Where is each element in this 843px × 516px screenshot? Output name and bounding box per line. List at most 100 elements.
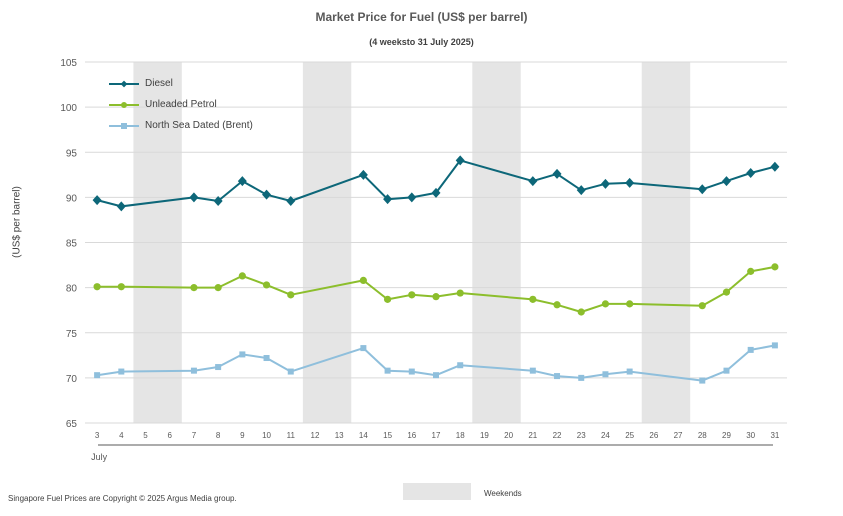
legend-item-diesel: Diesel <box>109 73 253 94</box>
data-point <box>287 291 295 299</box>
x-tick-label: 30 <box>746 431 755 440</box>
x-tick-label: 31 <box>770 431 779 440</box>
y-tick-label: 75 <box>66 329 78 340</box>
data-point <box>697 184 707 195</box>
legend-swatch-brent <box>109 122 139 130</box>
data-point <box>190 367 197 374</box>
x-tick-label: 10 <box>262 431 271 440</box>
x-tick-label: 22 <box>553 431 562 440</box>
legend-item-unleaded-petrol: Unleaded Petrol <box>109 94 253 115</box>
x-tick-label: 4 <box>119 431 124 440</box>
data-point <box>431 187 441 198</box>
data-point <box>238 272 246 280</box>
x-tick-label: 12 <box>311 431 320 440</box>
data-point <box>286 195 296 206</box>
data-point <box>262 189 272 200</box>
data-point <box>554 373 561 380</box>
weekends-legend-swatch <box>403 483 471 500</box>
data-point <box>770 161 780 172</box>
x-tick-label: 27 <box>674 431 683 440</box>
data-point <box>552 168 562 179</box>
data-point <box>116 201 126 212</box>
data-point <box>600 178 610 189</box>
data-point <box>262 281 271 289</box>
data-point <box>529 295 537 303</box>
data-point <box>723 367 730 374</box>
data-point <box>433 372 439 379</box>
y-tick-label: 65 <box>66 419 78 430</box>
data-point <box>746 168 756 179</box>
x-tick-label: 5 <box>143 431 148 440</box>
x-tick-label: 26 <box>649 431 658 440</box>
x-tick-label: 6 <box>167 431 172 440</box>
legend-swatch-diesel <box>109 80 139 88</box>
x-tick-label: 11 <box>287 431 296 440</box>
data-point <box>626 300 634 308</box>
data-point <box>747 346 754 353</box>
data-point <box>237 176 247 187</box>
x-tick-label: 3 <box>95 431 100 440</box>
x-tick-label: 13 <box>335 431 344 440</box>
data-point <box>577 308 585 316</box>
x-tick-label: 18 <box>456 431 465 440</box>
data-point <box>698 302 706 310</box>
data-point <box>118 368 125 375</box>
x-tick-label: 28 <box>698 431 707 440</box>
data-point <box>190 284 198 292</box>
data-point <box>721 176 731 187</box>
data-point <box>456 289 464 297</box>
x-tick-label: 9 <box>240 431 245 440</box>
data-point <box>117 283 125 291</box>
data-point <box>771 263 779 271</box>
y-tick-label: 90 <box>66 193 78 204</box>
x-tick-label: 7 <box>192 431 197 440</box>
data-point <box>529 367 536 374</box>
x-tick-label: 24 <box>601 431 610 440</box>
x-tick-label: 20 <box>504 431 513 440</box>
data-point <box>93 283 101 291</box>
data-point <box>625 177 635 188</box>
x-tick-label: 23 <box>577 431 586 440</box>
data-point <box>215 364 222 371</box>
y-tick-label: 95 <box>66 148 78 159</box>
data-point <box>528 176 538 187</box>
data-point <box>407 192 417 203</box>
data-point <box>699 377 706 384</box>
x-tick-label: 17 <box>432 431 441 440</box>
y-tick-label: 85 <box>66 239 78 250</box>
legend-swatch-unleaded-petrol <box>109 101 139 109</box>
data-point <box>94 372 101 379</box>
x-tick-label: 15 <box>383 431 392 440</box>
legend-label-brent: North Sea Dated (Brent) <box>145 120 253 131</box>
data-point <box>189 192 199 203</box>
data-point <box>214 284 222 292</box>
y-tick-label: 70 <box>66 374 78 385</box>
data-point <box>358 169 368 180</box>
data-point <box>408 291 416 299</box>
weekends-legend-label: Weekends <box>484 489 522 498</box>
x-tick-label: 25 <box>625 431 634 440</box>
data-point <box>359 276 367 285</box>
legend-label-diesel: Diesel <box>145 78 173 89</box>
legend-item-brent: North Sea Dated (Brent) <box>109 115 253 136</box>
y-tick-label: 80 <box>66 284 78 295</box>
data-point <box>432 293 440 301</box>
y-tick-label: 100 <box>60 103 77 114</box>
data-point <box>213 195 223 206</box>
data-point <box>576 185 586 196</box>
x-tick-label: 21 <box>528 431 537 440</box>
x-axis-label: July <box>91 452 108 462</box>
x-tick-label: 16 <box>407 431 416 440</box>
x-tick-label: 29 <box>722 431 731 440</box>
data-point <box>360 345 367 352</box>
data-point <box>747 267 755 275</box>
data-point <box>239 351 246 358</box>
data-point <box>92 195 102 206</box>
data-point <box>553 301 561 309</box>
data-point <box>578 374 585 381</box>
x-tick-label: 19 <box>480 431 489 440</box>
y-tick-label: 105 <box>60 58 77 69</box>
data-point <box>384 367 391 374</box>
data-point <box>602 371 609 378</box>
